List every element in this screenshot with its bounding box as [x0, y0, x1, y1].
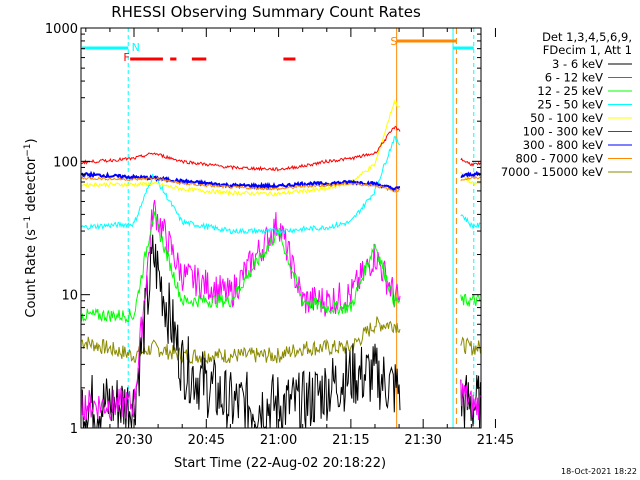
y-axis: 1 10 100 1000: [45, 22, 481, 437]
series-line-7-seg0: [81, 176, 401, 193]
annotation-n: N: [132, 41, 140, 54]
annotation-s: S: [390, 35, 397, 48]
x-tick-label-2: 21:00: [260, 433, 297, 448]
plot-frame: [80, 27, 482, 429]
series-line-7-seg1: [460, 175, 481, 182]
chart-title: RHESSI Observing Summary Count Rates: [111, 3, 421, 21]
series-line-0-seg1: [460, 374, 481, 429]
x-tick-label-0: 20:30: [115, 433, 152, 448]
series-line-8-seg0: [81, 316, 401, 365]
x-tick-label-5: 21:45: [477, 433, 514, 448]
series-line-6-seg1: [460, 170, 482, 179]
x-tick-label-1: 20:45: [188, 433, 225, 448]
x-axis-label: Start Time (22-Aug-02 20:18:22): [174, 456, 386, 471]
y-axis-label: Count Rate (s−1 detector−1): [23, 138, 39, 317]
y-tick-label-1: 10: [61, 289, 78, 304]
series-line-1-seg1: [460, 379, 481, 421]
x-tick-label-3: 21:15: [332, 433, 369, 448]
plot-area: NF S: [81, 28, 482, 430]
legend-label-6: 300 - 800 keV: [523, 138, 603, 152]
legend-label-5: 100 - 300 keV: [523, 125, 603, 139]
legend-label-7: 800 - 7000 keV: [515, 152, 603, 166]
y-axis-label-sup2: −1: [23, 143, 33, 156]
legend-label-2: 12 - 25 keV: [537, 84, 603, 98]
series-line-3-seg0: [81, 135, 401, 235]
series-line-1-seg0: [81, 199, 401, 421]
legend-header-line1: Det 1,3,4,5,6,9,: [542, 30, 632, 44]
series-line-8-seg1: [460, 336, 481, 356]
series-line-5-seg1: [460, 157, 481, 167]
legend-label-8: 7000 - 15000 keV: [501, 165, 603, 179]
legend-header-line2: FDecim 1, Att 1: [543, 43, 632, 57]
legend-label-3: 25 - 50 keV: [537, 98, 603, 112]
y-axis-label-part1: Count Rate (s: [24, 229, 39, 318]
y-tick-label-0: 1: [70, 422, 78, 437]
legend-label-1: 6 - 12 keV: [545, 71, 603, 85]
series-line-3-seg1: [460, 214, 481, 230]
y-tick-label-2: 100: [53, 155, 78, 170]
series-line-2-seg0: [81, 210, 401, 324]
y-axis-label-sup1: −1: [23, 216, 33, 229]
series-line-2-seg1: [460, 293, 481, 307]
series-line-0-seg0: [81, 234, 401, 430]
series-line-6-seg0: [81, 170, 400, 193]
x-axis: 20:30 20:45 21:00 21:15 21:30 21:45: [85, 28, 514, 448]
legend-label-4: 50 - 100 keV: [530, 111, 603, 125]
timestamp: 18-Oct-2021 18:22: [561, 467, 637, 476]
annotation-f: F: [123, 51, 129, 64]
y-axis-label-part2: detector: [24, 156, 39, 216]
y-axis-label-part3: ): [24, 138, 39, 143]
legend-label-0: 3 - 6 keV: [552, 57, 603, 71]
series-line-5-seg0: [81, 125, 401, 172]
y-tick-label-3: 1000: [45, 22, 78, 37]
x-tick-label-4: 21:30: [404, 433, 441, 448]
